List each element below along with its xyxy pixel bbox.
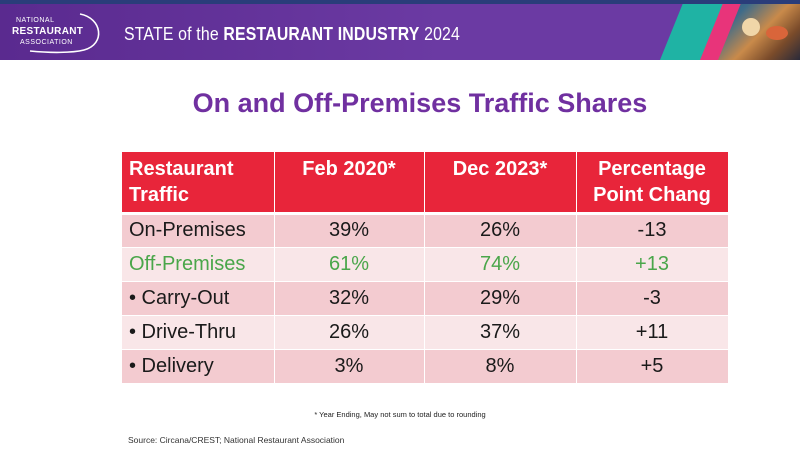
row-label: • Delivery bbox=[122, 349, 275, 384]
banner-title: STATE of the RESTAURANT INDUSTRY 2024 bbox=[124, 24, 460, 45]
cell-feb-2020: 39% bbox=[274, 213, 425, 248]
row-label: • Carry-Out bbox=[122, 281, 275, 316]
cell-change: -3 bbox=[576, 281, 729, 316]
header-1-line-1: Feb 2020* bbox=[302, 158, 396, 180]
table-row: On-Premises 39% 26% -13 bbox=[122, 213, 729, 248]
header-feb-2020: Feb 2020* bbox=[274, 152, 425, 215]
cell-dec-2023: 8% bbox=[424, 349, 577, 384]
header-3-line-2: Point Chang bbox=[593, 184, 711, 206]
header-0-line-2: Traffic bbox=[129, 184, 190, 206]
logo-swoosh-icon bbox=[29, 13, 100, 54]
table-row: • Delivery 3% 8% +5 bbox=[122, 349, 729, 384]
cell-change: +5 bbox=[576, 349, 729, 384]
table-row: • Drive-Thru 26% 37% +11 bbox=[122, 315, 729, 350]
photo-deco1 bbox=[742, 18, 760, 36]
cell-feb-2020: 26% bbox=[274, 315, 425, 350]
banner-title-year: 2024 bbox=[419, 24, 461, 44]
header-dec-2023: Dec 2023* bbox=[424, 152, 577, 215]
logo-line-2: RESTAURANT bbox=[12, 26, 84, 37]
cell-feb-2020: 32% bbox=[274, 281, 425, 316]
cell-change: -13 bbox=[576, 213, 729, 248]
cell-feb-2020: 61% bbox=[274, 247, 425, 282]
banner-title-bold: RESTAURANT INDUSTRY bbox=[223, 24, 420, 44]
logo-line-3: ASSOCIATION bbox=[20, 39, 73, 46]
table-header-row: Restaurant Traffic Feb 2020* Dec 2023* Pe… bbox=[122, 152, 729, 215]
header-percentage-point-change: Percentage Point Chang bbox=[576, 152, 729, 215]
top-strip bbox=[0, 0, 800, 4]
row-label: • Drive-Thru bbox=[122, 315, 275, 350]
slide-title: On and Off-Premises Traffic Shares bbox=[192, 88, 648, 118]
nra-logo: NATIONAL RESTAURANT ASSOCIATION bbox=[10, 10, 105, 54]
cell-feb-2020: 3% bbox=[274, 349, 425, 384]
cell-dec-2023: 74% bbox=[424, 247, 577, 282]
cell-change: +13 bbox=[576, 247, 729, 282]
cell-dec-2023: 37% bbox=[424, 315, 577, 350]
cell-change: +11 bbox=[576, 315, 729, 350]
cell-dec-2023: 26% bbox=[424, 213, 577, 248]
banner-title-prefix: STATE of the bbox=[124, 24, 224, 44]
traffic-share-table: Restaurant Traffic Feb 2020* Dec 2023* Pe… bbox=[122, 152, 729, 384]
row-label: On-Premises bbox=[122, 213, 275, 248]
header-0-line-1: Restaurant bbox=[129, 158, 234, 180]
photo-deco2 bbox=[766, 26, 788, 40]
header-restaurant-traffic: Restaurant Traffic bbox=[122, 152, 275, 215]
logo-line-1: NATIONAL bbox=[16, 17, 55, 24]
table-row: • Carry-Out 32% 29% -3 bbox=[122, 281, 729, 316]
header-2-line-1: Dec 2023* bbox=[452, 158, 548, 180]
cell-dec-2023: 29% bbox=[424, 281, 577, 316]
header-3-line-1: Percentage bbox=[598, 158, 706, 180]
footnote: * Year Ending, May not sum to total due … bbox=[314, 410, 486, 419]
table-row: Off-Premises 61% 74% +13 bbox=[122, 247, 729, 282]
source-note: Source: Circana/CREST; National Restaura… bbox=[128, 435, 345, 445]
row-label: Off-Premises bbox=[122, 247, 275, 282]
